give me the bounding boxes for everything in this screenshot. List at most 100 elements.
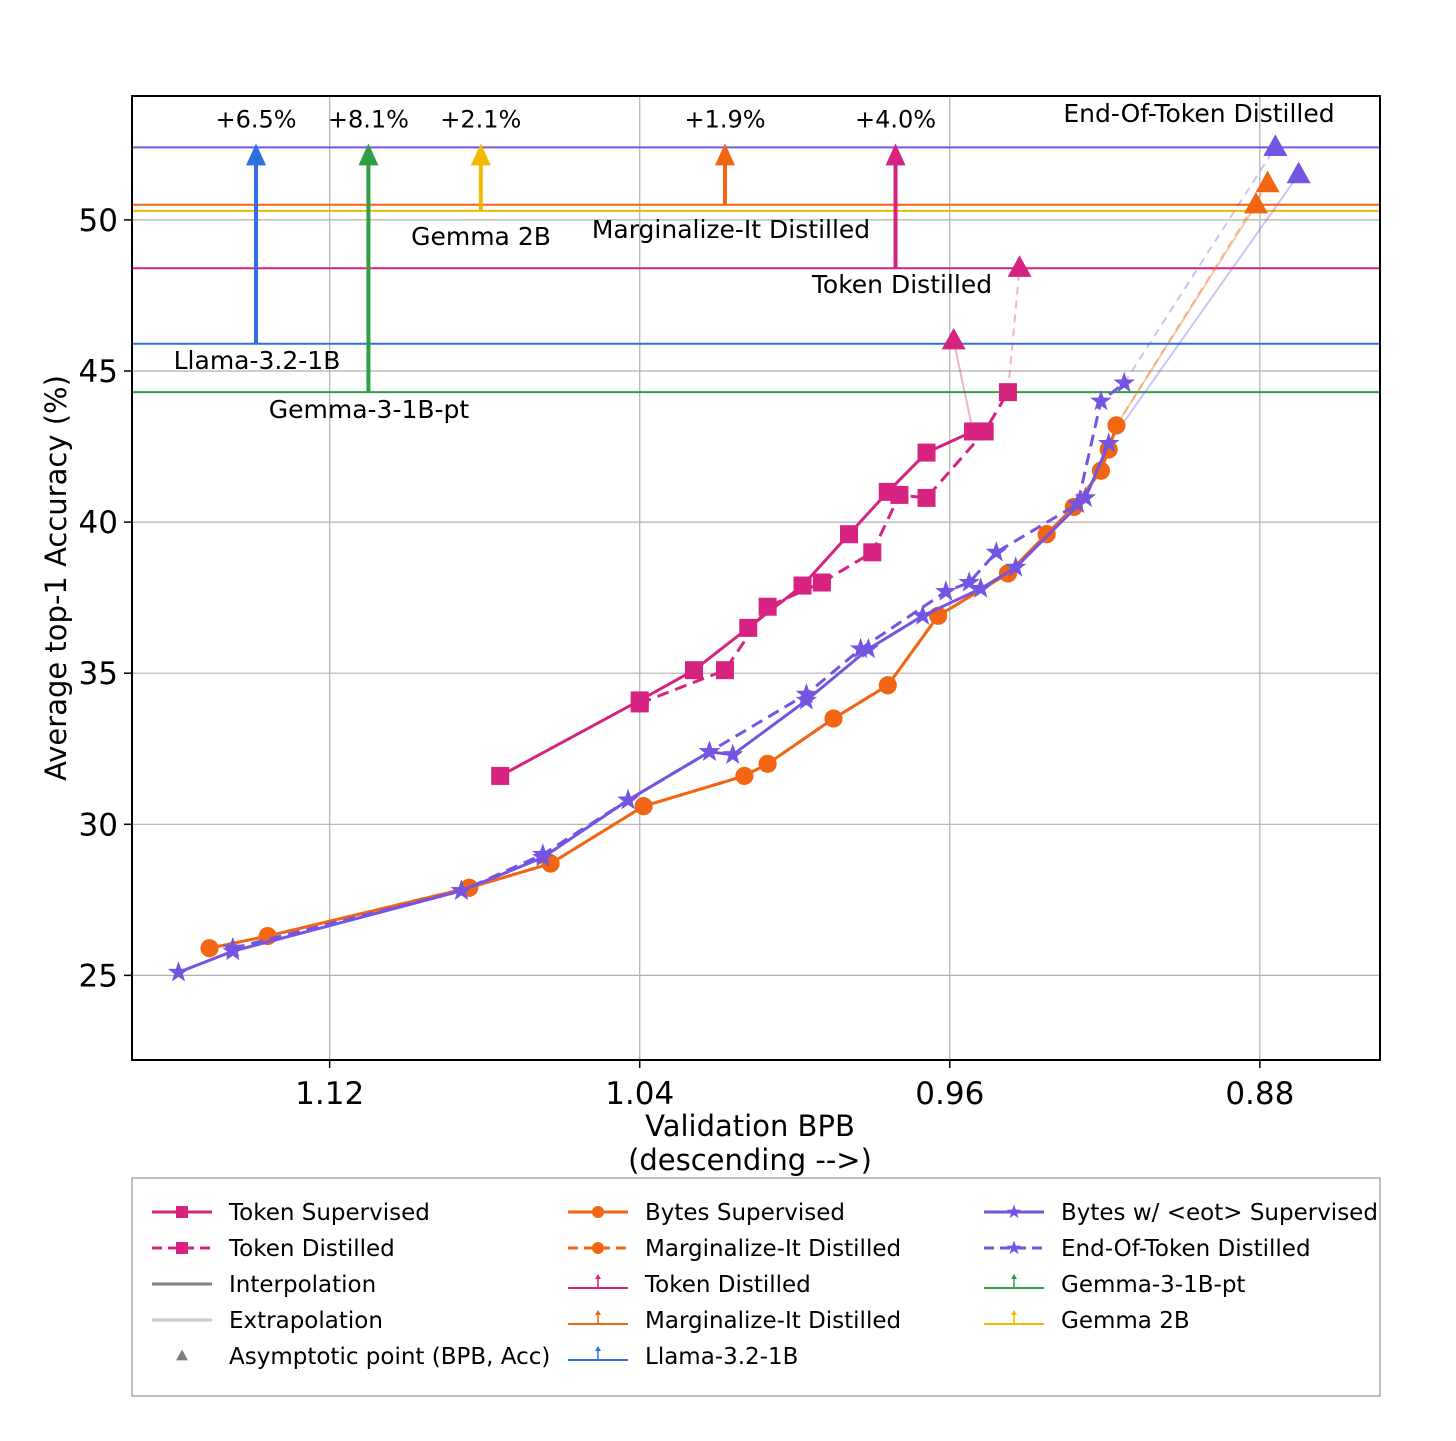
plot-frame	[131, 95, 1381, 1061]
reference-label: Gemma-3-1B-pt	[269, 395, 470, 424]
data-point	[715, 661, 734, 680]
asymptotic-point	[1243, 191, 1268, 214]
gain-label: +8.1%	[328, 105, 409, 133]
data-point	[795, 689, 818, 710]
asymptotic-point	[1255, 170, 1280, 193]
legend-swatch-marker	[1006, 1204, 1022, 1219]
y-tick-label: 35	[79, 656, 118, 692]
extrapolation-line	[1123, 146, 1277, 384]
y-axis-label: Average top-1 Accuracy (%)	[39, 375, 73, 781]
reference-label: Gemma 2B	[411, 222, 551, 251]
legend-label: Interpolation	[229, 1272, 376, 1298]
data-point	[917, 443, 936, 462]
data-point	[863, 543, 882, 562]
legend-label: Marginalize-It Distilled	[645, 1236, 901, 1262]
data-point	[491, 766, 510, 785]
legend-swatch-marker	[176, 1206, 188, 1218]
legend-swatch-arrowhead	[1011, 1274, 1017, 1279]
data-point	[722, 743, 744, 764]
plot-area	[132, 134, 1380, 982]
reference-label: Llama-3.2-1B	[174, 346, 341, 375]
legend-label: Asymptotic point (BPB, Acc)	[229, 1344, 550, 1370]
x-tick-label: 1.04	[605, 1076, 674, 1112]
grid-lines	[132, 96, 1380, 1060]
y-tick-label: 45	[79, 354, 118, 390]
data-point	[450, 879, 473, 900]
gain-arrow-head	[885, 143, 906, 166]
legend-label: Llama-3.2-1B	[645, 1344, 798, 1370]
extrapolation-line	[952, 340, 975, 432]
data-point	[824, 709, 843, 728]
legend-swatch-arrowhead	[1011, 1310, 1017, 1315]
gain-label: +6.5%	[215, 105, 296, 133]
data-point	[698, 740, 721, 761]
legend-label: End-Of-Token Distilled	[1061, 1236, 1311, 1262]
x-tick-label: 0.96	[915, 1076, 984, 1112]
data-point	[617, 788, 639, 810]
data-point	[958, 571, 980, 592]
legend-item: Interpolation	[152, 1272, 376, 1298]
reference-label: End-Of-Token Distilled	[1063, 99, 1334, 128]
asymptotic-point	[941, 327, 966, 350]
data-point	[630, 694, 649, 713]
y-tick-label: 30	[79, 807, 118, 843]
legend-swatch-marker	[592, 1242, 604, 1254]
data-point	[684, 661, 703, 680]
data-point	[970, 577, 992, 598]
legend-item: Extrapolation	[152, 1308, 383, 1334]
legend-label: Bytes Supervised	[645, 1200, 845, 1226]
legend-swatch-marker	[592, 1206, 604, 1218]
extrapolation-line	[1006, 268, 1021, 393]
data-point	[739, 618, 758, 637]
legend-label: Extrapolation	[229, 1308, 383, 1334]
y-tick-label: 25	[79, 958, 118, 994]
legend-label: Gemma-3-1B-pt	[1061, 1272, 1245, 1298]
gain-label: +4.0%	[855, 105, 936, 133]
data-point	[1005, 556, 1027, 577]
series-line	[499, 430, 974, 778]
series-line	[209, 424, 1118, 950]
asymptotic-point	[1263, 134, 1288, 157]
data-point	[849, 637, 872, 659]
legend: Token Supervised Token Distilled Interpola…	[131, 1177, 1381, 1397]
y-tick-label: 40	[79, 505, 118, 541]
data-point	[735, 766, 754, 785]
gain-arrow-head	[470, 143, 491, 166]
data-point	[532, 843, 554, 864]
extrapolation-line	[1115, 183, 1269, 426]
data-point	[1037, 525, 1056, 544]
series-token-supervised	[491, 422, 983, 785]
data-point	[1067, 492, 1089, 514]
legend-item: Token Distilled	[152, 1236, 395, 1262]
y-tick-label: 50	[79, 203, 118, 239]
data-point	[634, 797, 653, 816]
legend-item: Token Supervised	[152, 1200, 430, 1226]
legend-swatch-marker	[176, 1242, 188, 1254]
extrapolation-line	[1115, 204, 1257, 426]
data-point	[222, 936, 244, 958]
data-point	[167, 961, 190, 982]
extrapolation-line	[1107, 173, 1300, 445]
data-point	[890, 485, 909, 504]
gain-arrow	[470, 143, 491, 211]
legend-swatch-marker	[1006, 1240, 1022, 1255]
series-marginalize-it-distilled	[200, 416, 1126, 958]
series-line	[232, 381, 1126, 950]
data-point	[1107, 416, 1126, 435]
x-axis-label: Validation BPB	[645, 1109, 855, 1143]
data-point	[878, 676, 897, 695]
gain-arrow-head	[714, 143, 735, 166]
legend-item: Gemma 2B	[984, 1308, 1190, 1334]
legend-item: Llama-3.2-1B	[568, 1344, 798, 1370]
legend-item: Bytes w/ <eot> Supervised	[984, 1200, 1378, 1226]
data-point	[812, 573, 831, 592]
data-point	[758, 754, 777, 773]
legend-label: Marginalize-It Distilled	[645, 1308, 901, 1334]
asymptotic-point	[1286, 161, 1311, 184]
legend-item: Asymptotic point (BPB, Acc)	[176, 1344, 550, 1370]
legend-label: Token Supervised	[228, 1200, 430, 1226]
x-axis-label: (descending -->)	[628, 1143, 872, 1177]
asymptotic-point	[1007, 255, 1032, 277]
gain-arrow-head	[246, 143, 267, 166]
